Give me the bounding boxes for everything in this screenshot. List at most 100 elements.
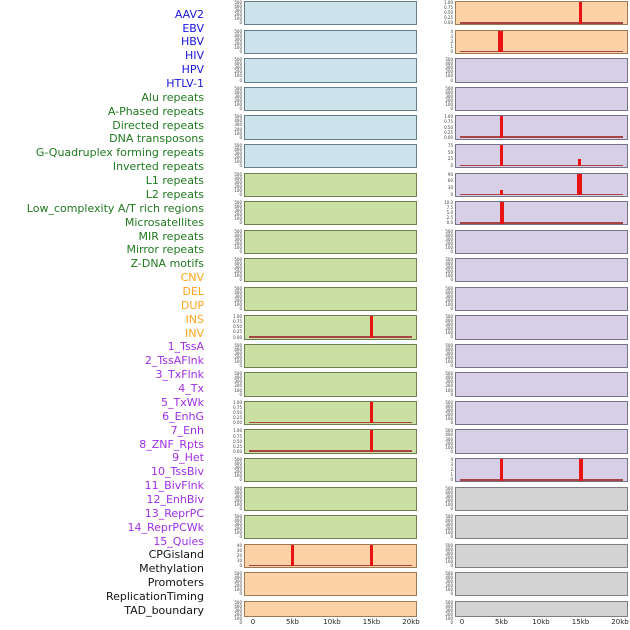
y-tick-label: 300 bbox=[234, 208, 242, 214]
signal-baseline bbox=[460, 164, 623, 167]
y-tick-label: 0 bbox=[239, 477, 242, 483]
track-panel-microsatellites bbox=[244, 429, 417, 454]
signal-spike bbox=[498, 30, 504, 53]
track-label-1-tssa: 1_TssA bbox=[167, 340, 204, 354]
y-axis-ticks-microsatellites: 1.00 0.75 0.50 0.25 0.00 bbox=[216, 429, 242, 453]
track-label-l1-repeats: L1 repeats bbox=[145, 174, 204, 188]
y-axis-ticks-z-dna-motifs: 500 400 300 200 100 0 bbox=[216, 515, 242, 539]
y-axis-ticks-promoters: 500 400 300 200 100 0 bbox=[427, 543, 453, 568]
signal-spike bbox=[370, 316, 373, 338]
track-label-replicationtiming: ReplicationTiming bbox=[105, 590, 204, 604]
y-tick-label: 0 bbox=[239, 134, 242, 140]
signal-spike bbox=[500, 116, 503, 138]
y-axis-ticks-hpv: 500 400 300 200 100 0 bbox=[216, 115, 242, 139]
y-tick-label: 0.25 bbox=[233, 443, 242, 449]
y-tick-label: 100 bbox=[234, 73, 242, 79]
y-axis-ticks-cnv: 40 30 20 10 0 bbox=[216, 543, 242, 568]
y-tick-label: 1.00 bbox=[233, 428, 242, 434]
track-label-4-tx: 4_Tx bbox=[178, 382, 204, 396]
track-label-7-enh: 7_Enh bbox=[170, 423, 204, 437]
y-axis-ticks-l1-repeats: 500 400 300 200 100 0 bbox=[216, 343, 242, 368]
y-tick-label: 200 bbox=[234, 611, 242, 617]
y-tick-label: 500 bbox=[234, 142, 242, 148]
y-tick-label: 0 bbox=[239, 163, 242, 169]
track-panel-13-reprpc bbox=[455, 400, 628, 426]
signal-baseline bbox=[460, 479, 623, 481]
y-tick-label: 400 bbox=[445, 603, 453, 609]
y-tick-label: 10.0 bbox=[444, 200, 453, 206]
track-label-8-znf-rpts: 8_ZNF_Rpts bbox=[139, 437, 204, 451]
y-tick-label: 200 bbox=[445, 554, 453, 560]
y-axis-ticks-aav2: 500 400 300 200 100 0 bbox=[216, 1, 242, 25]
signal-spike bbox=[500, 144, 503, 167]
x-tick-label: 10kb bbox=[532, 617, 550, 626]
x-tick-label: 20kb bbox=[402, 617, 420, 626]
y-tick-label: 100 bbox=[445, 416, 453, 422]
y-axis-ticks-del: 500 400 300 200 100 0 bbox=[216, 572, 242, 596]
track-panel-3-txflnk bbox=[455, 115, 628, 140]
y-tick-label: 0.25 bbox=[444, 129, 453, 135]
y-tick-label: 0 bbox=[450, 363, 453, 369]
track-panel-mirror-repeats bbox=[244, 486, 417, 511]
track-label-l2-repeats: L2 repeats bbox=[145, 187, 204, 201]
y-tick-label: 500 bbox=[445, 342, 453, 348]
track-label-microsatellites: Microsatellites bbox=[124, 215, 204, 229]
y-tick-label: 500 bbox=[234, 485, 242, 491]
y-axis-ticks-9-het: 500 400 300 200 100 0 bbox=[427, 285, 453, 311]
y-tick-label: 100 bbox=[234, 159, 242, 165]
track-label-12-enhbiv: 12_EnhBiv bbox=[146, 493, 204, 506]
x-tick-label: 20kb bbox=[611, 617, 629, 626]
y-tick-label: 200 bbox=[445, 326, 453, 332]
y-tick-label: 400 bbox=[445, 403, 453, 409]
y-tick-label: 200 bbox=[445, 269, 453, 275]
y-tick-label: 400 bbox=[445, 318, 453, 324]
y-tick-label: 400 bbox=[234, 461, 242, 467]
y-tick-label: 300 bbox=[445, 550, 453, 556]
y-tick-label: 200 bbox=[445, 354, 453, 360]
x-tick-label: 5kb bbox=[495, 617, 508, 626]
track-label-a-phased-repeats: A-Phased repeats bbox=[107, 104, 204, 118]
y-tick-label: 500 bbox=[234, 171, 242, 177]
y-axis-ticks-6-enhg: 10.0 7.5 5.0 2.5 0.0 bbox=[427, 201, 453, 225]
y-tick-label: 300 bbox=[445, 236, 453, 242]
track-panel-l2-repeats bbox=[244, 372, 417, 397]
track-label-cpgisland: CPGisland bbox=[148, 548, 204, 562]
y-tick-label: 200 bbox=[445, 526, 453, 532]
track-panel-10-tssbiv bbox=[455, 315, 628, 340]
track-label-13-reprpc: 13_ReprPC bbox=[144, 506, 204, 520]
y-tick-label: 0 bbox=[450, 534, 453, 540]
y-tick-label: 90 bbox=[447, 171, 453, 177]
y-tick-label: 0 bbox=[450, 505, 453, 511]
track-panel-12-enhbiv bbox=[455, 372, 628, 397]
y-tick-label: 300 bbox=[445, 322, 453, 328]
y-tick-label: 0 bbox=[239, 220, 242, 226]
y-tick-label: 0 bbox=[450, 77, 453, 83]
y-tick-label: 0 bbox=[239, 106, 242, 112]
track-panel-promoters bbox=[455, 543, 628, 568]
y-axis-ticks-4-tx: 75 50 25 0 bbox=[427, 143, 453, 168]
y-tick-label: 300 bbox=[234, 122, 242, 128]
track-label-inv: INV bbox=[185, 326, 204, 340]
y-tick-label: 0 bbox=[239, 505, 242, 511]
y-axis-ticks-hiv: 500 400 300 200 100 0 bbox=[216, 86, 242, 112]
y-tick-label: 500 bbox=[445, 285, 453, 291]
y-tick-label: 400 bbox=[445, 261, 453, 267]
y-tick-label: 1 bbox=[450, 472, 453, 478]
track-label-promoters: Promoters bbox=[147, 576, 204, 590]
track-label-directed-repeats: Directed repeats bbox=[112, 118, 204, 132]
y-tick-label: 400 bbox=[445, 575, 453, 581]
y-axis-ticks-inverted-repeats: 1.00 0.75 0.50 0.25 0.00 bbox=[216, 315, 242, 339]
y-tick-label: 100 bbox=[234, 187, 242, 193]
y-tick-label: 100 bbox=[234, 473, 242, 479]
y-tick-label: 0 bbox=[239, 277, 242, 283]
track-label-htlv-1: HTLV-1 bbox=[166, 77, 204, 91]
track-label-dup: DUP bbox=[180, 298, 204, 312]
y-tick-label: 1.00 bbox=[444, 114, 453, 120]
track-label-11-bivflnk: 11_BivFlnk bbox=[144, 479, 204, 493]
signal-spike bbox=[579, 2, 582, 24]
track-panel-cpgisland bbox=[455, 486, 628, 511]
track-label-alu-repeats: Alu repeats bbox=[141, 90, 204, 104]
y-tick-label: 100 bbox=[445, 273, 453, 279]
